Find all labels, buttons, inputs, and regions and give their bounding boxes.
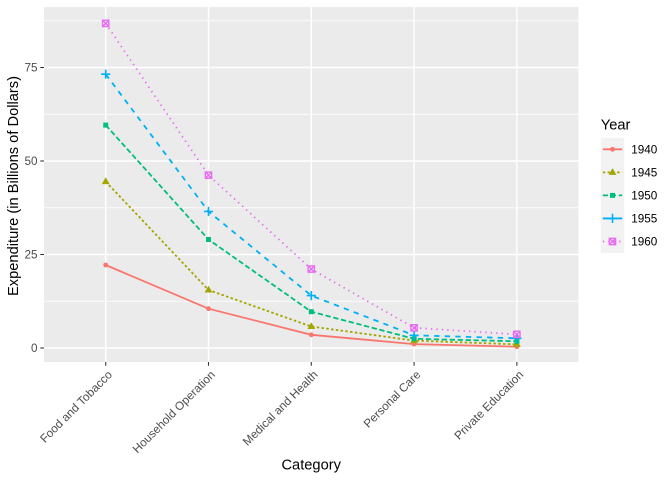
svg-text:1945: 1945: [631, 167, 658, 180]
svg-text:Household Operation: Household Operation: [130, 368, 218, 456]
svg-text:Medical and Health: Medical and Health: [240, 368, 320, 448]
svg-text:Private Education: Private Education: [452, 368, 526, 442]
svg-text:Food and Tobacco: Food and Tobacco: [38, 368, 116, 446]
svg-text:1955: 1955: [631, 213, 658, 226]
svg-text:1950: 1950: [631, 190, 658, 203]
svg-text:1940: 1940: [631, 144, 658, 157]
svg-text:Expenditure (in Billions of Do: Expenditure (in Billions of Dollars): [6, 76, 22, 296]
svg-text:50: 50: [24, 155, 38, 168]
svg-text:75: 75: [24, 62, 38, 75]
svg-text:Year: Year: [601, 118, 631, 134]
svg-text:0: 0: [31, 342, 38, 355]
svg-text:25: 25: [24, 249, 38, 262]
svg-text:Personal Care: Personal Care: [361, 368, 423, 430]
svg-text:1960: 1960: [631, 236, 658, 249]
svg-text:Category: Category: [281, 458, 341, 474]
